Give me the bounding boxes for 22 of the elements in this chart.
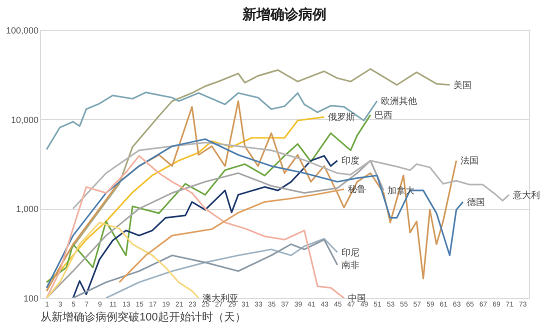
- line-series: [46, 222, 200, 298]
- series-label: 巴西: [374, 110, 392, 120]
- series-label: 德国: [466, 196, 485, 207]
- line-series: [46, 116, 325, 284]
- y-tick-label: 100: [23, 294, 38, 304]
- series-label: 欧洲其他: [381, 96, 418, 106]
- series-label: 俄罗斯: [328, 112, 356, 122]
- series-label: 中国: [348, 293, 366, 303]
- series-label: 南非: [341, 260, 360, 270]
- y-tick-label: 1,000: [16, 204, 38, 214]
- chart-title: 新增确诊病例: [242, 6, 326, 22]
- line-series: [46, 114, 372, 284]
- y-tick-label: 10,000: [10, 114, 38, 125]
- x-axis-title: 从新增确诊病例突破100起开始计时（天）: [40, 310, 246, 324]
- series-label: 印度: [341, 156, 360, 166]
- y-tick-label: 100,000: [6, 26, 38, 36]
- series-label: 美国: [454, 80, 472, 90]
- series-label: 意大利: [512, 190, 540, 200]
- series-label: 印尼: [341, 247, 360, 258]
- series-label: 法国: [460, 156, 478, 166]
- series-label: 澳大利亚: [202, 293, 239, 303]
- line-series: [72, 142, 510, 210]
